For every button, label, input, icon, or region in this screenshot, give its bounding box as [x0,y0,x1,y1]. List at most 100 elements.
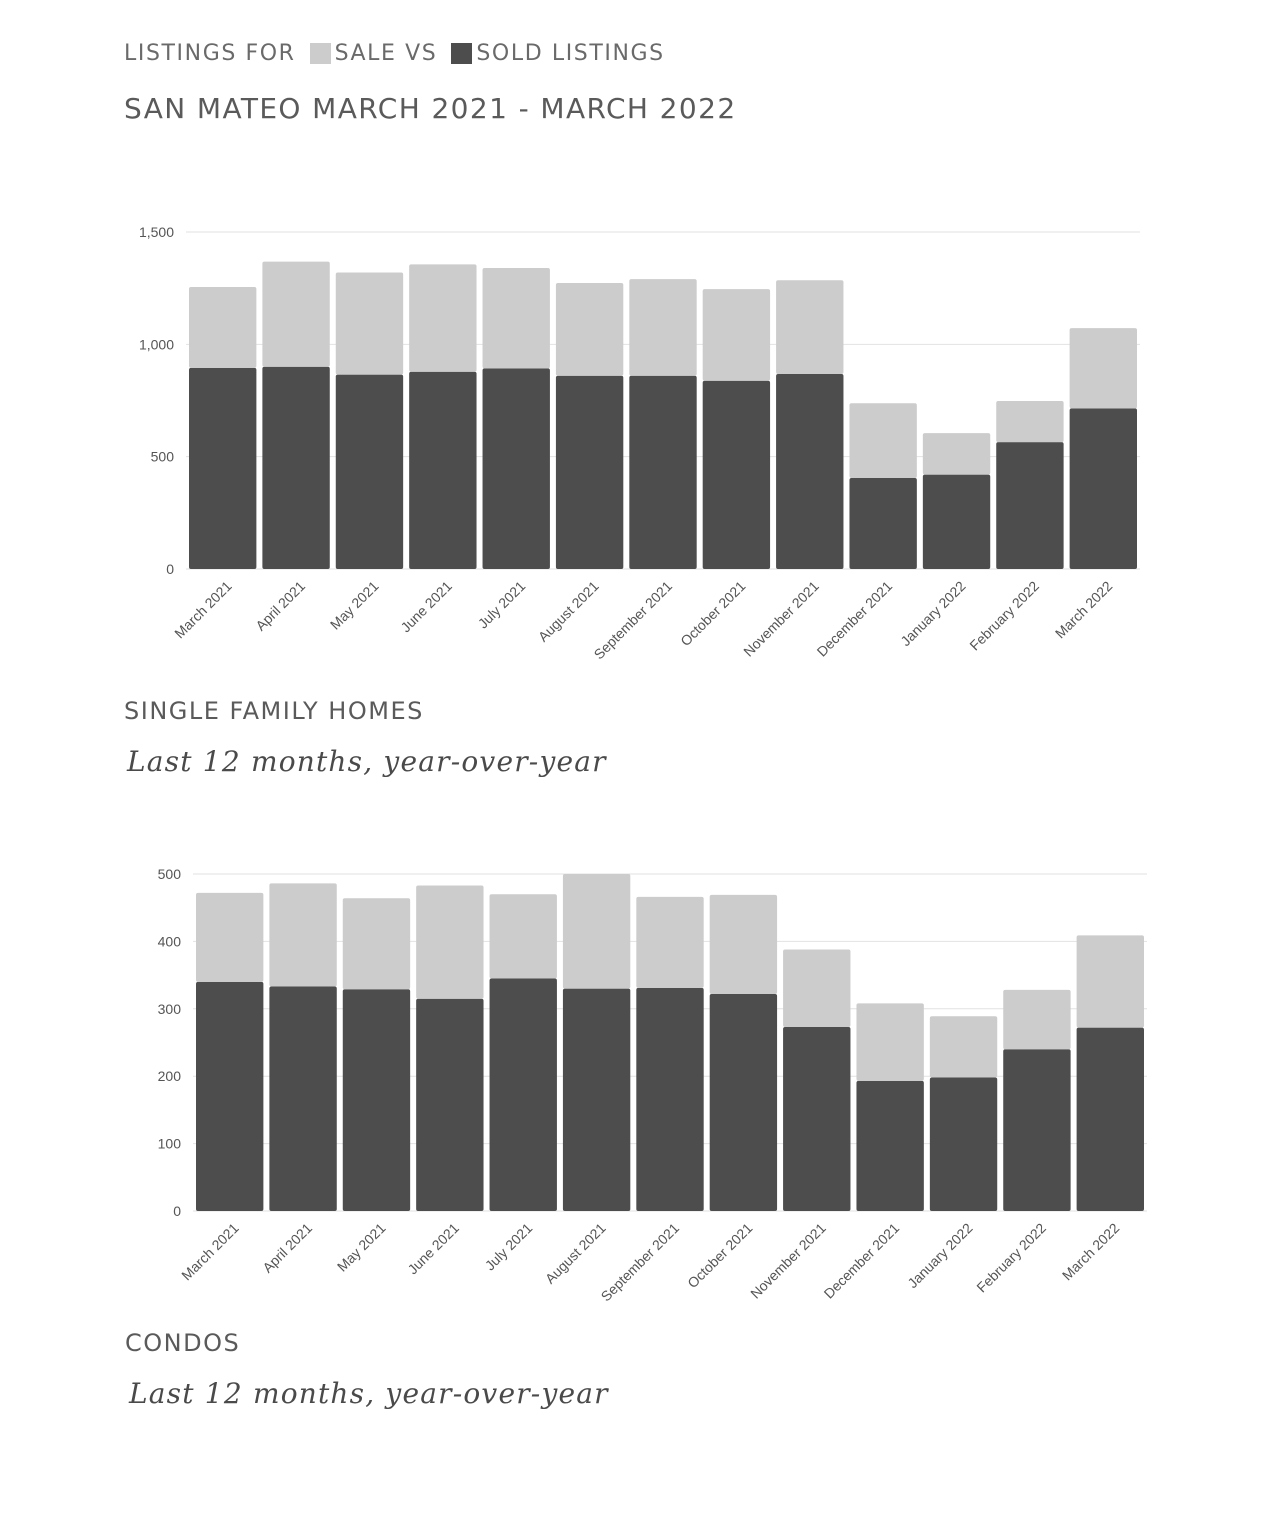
bar-sold [489,978,557,1211]
bar-sold [636,987,704,1211]
x-category-label: December 2021 [821,1220,903,1302]
bar-for-sale [489,894,557,979]
x-category-label: March 2022 [1059,1220,1123,1284]
bar-for-sale [702,289,771,381]
bar-sold [629,375,697,569]
bar-sold [562,988,631,1211]
y-tick-label: 200 [158,1068,182,1084]
y-tick-label: 400 [158,933,182,949]
y-tick-label: 0 [166,561,174,577]
bar-sold [922,474,991,569]
bar-sold [335,374,404,569]
bar-for-sale [856,1003,924,1081]
legend-text-sold-listings: SOLD LISTINGS [476,40,665,66]
bar-for-sale [335,272,404,375]
x-category-label: August 2021 [535,578,602,645]
x-category-label: March 2022 [1052,578,1116,642]
x-category-label: April 2021 [252,578,308,634]
bar-for-sale [922,433,991,475]
bar-sold [849,478,917,569]
bar-for-sale [409,264,477,372]
bar-for-sale [189,287,257,368]
y-tick-label: 300 [158,1001,182,1017]
bar-for-sale [342,898,411,990]
y-tick-label: 1,500 [139,224,174,240]
x-category-label: January 2022 [904,1220,975,1291]
x-category-label: January 2022 [897,578,968,649]
legend-swatch-for-sale [309,42,331,64]
bar-sold [196,981,264,1211]
single-family-title: SINGLE FAMILY HOMES [124,697,424,725]
x-category-label: September 2021 [598,1220,683,1305]
condos-chart: 0 100 200 300 400 500 March 2021 April 2021 May … [158,866,1147,1305]
page-title: SAN MATEO MARCH 2021 - MARCH 2022 [124,92,737,125]
legend-text-sale-vs: SALE VS [334,40,438,66]
bar-for-sale [849,403,917,479]
bar-for-sale [1003,989,1071,1050]
x-category-label: March 2021 [171,578,235,642]
x-category-label: July 2021 [482,1220,536,1274]
bar-sold [189,367,257,569]
bar-for-sale [929,1016,998,1078]
y-tick-label: 1,000 [139,336,174,352]
bar-sold [996,442,1064,569]
x-category-label: November 2021 [747,1220,829,1302]
single-family-subtitle: Last 12 months, year-over-year [127,745,607,778]
bar-for-sale [629,279,697,376]
x-category-label: June 2021 [397,578,455,636]
bar-sold [1003,1049,1071,1211]
bar-for-sale [636,896,704,988]
x-category-label: May 2021 [334,1220,389,1275]
legend-swatch-sold [451,42,473,64]
bar-sold [856,1080,924,1211]
bar-sold [269,986,337,1211]
bar-for-sale [1069,328,1137,409]
x-category-label: June 2021 [404,1220,462,1278]
bar-for-sale [1076,935,1144,1028]
bar-for-sale [269,883,337,987]
y-tick-label: 500 [151,449,175,465]
single-family-chart: 0 500 1,000 1,500 March 2021 April 2021 May 20… [139,224,1140,663]
bar-sold [1069,408,1137,569]
legend-text-listings-for: LISTINGS FOR [124,40,296,66]
x-category-label: December 2021 [814,578,896,660]
bar-for-sale [776,280,844,374]
x-category-label: February 2022 [966,578,1042,654]
bar-for-sale [996,400,1064,443]
bar-sold [482,368,550,569]
bar-for-sale [709,894,778,994]
bar-for-sale [555,282,624,376]
legend-header: LISTINGS FOR SALE VS SOLD LISTINGS [124,38,665,68]
bar-for-sale [783,949,851,1027]
x-category-label: March 2021 [178,1220,242,1284]
x-category-label: February 2022 [973,1220,1049,1296]
bar-sold [709,993,778,1211]
y-tick-label: 500 [158,866,182,882]
bar-sold [702,380,771,569]
y-tick-label: 100 [158,1136,182,1152]
bar-for-sale [196,892,264,982]
bar-for-sale [416,885,484,999]
bar-sold [783,1026,851,1211]
y-tick-label: 0 [173,1203,181,1219]
bar-for-sale [482,267,550,369]
bar-sold [555,375,624,569]
x-category-label: October 2021 [677,578,748,649]
bar-sold [409,371,477,569]
bar-sold [416,998,484,1211]
x-category-label: May 2021 [327,578,382,633]
x-category-label: October 2021 [684,1220,755,1291]
bar-sold [342,989,411,1211]
bar-sold [929,1077,998,1211]
condos-title: CONDOS [125,1329,241,1357]
x-category-label: April 2021 [259,1220,315,1276]
bar-sold [262,366,330,569]
x-category-label: August 2021 [542,1220,609,1287]
bar-sold [776,373,844,569]
bar-for-sale [262,261,330,367]
condos-subtitle: Last 12 months, year-over-year [129,1377,609,1410]
bar-sold [1076,1027,1144,1211]
bar-for-sale [562,874,631,989]
x-category-label: July 2021 [475,578,529,632]
x-category-label: September 2021 [591,578,676,663]
